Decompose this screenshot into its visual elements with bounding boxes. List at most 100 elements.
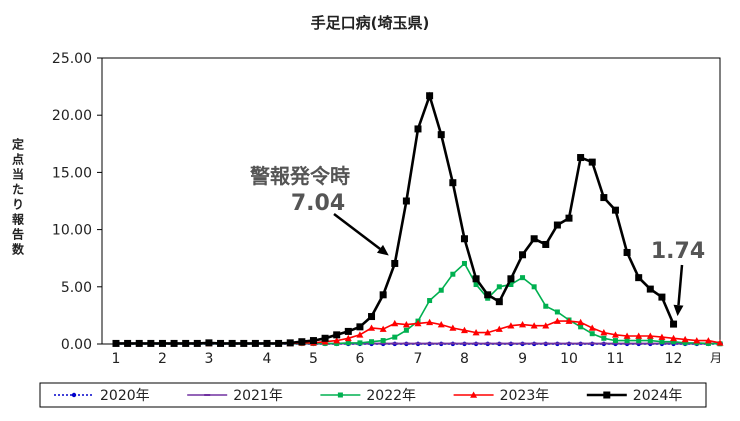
data-point xyxy=(392,342,398,344)
data-point xyxy=(554,342,560,344)
data-point xyxy=(532,284,537,289)
data-point xyxy=(322,335,329,342)
data-point xyxy=(461,342,467,344)
y-tick-label: 0.00 xyxy=(61,337,92,353)
data-point xyxy=(369,339,374,344)
data-point xyxy=(624,249,631,256)
data-point xyxy=(310,337,317,344)
y-tick-label: 25.00 xyxy=(52,51,92,67)
data-point xyxy=(531,235,538,242)
data-point xyxy=(438,131,445,138)
x-tick-label: 9 xyxy=(518,351,527,367)
data-point xyxy=(240,340,247,347)
data-point xyxy=(635,274,642,281)
data-point xyxy=(600,194,607,201)
x-tick-label: 5 xyxy=(309,351,318,367)
data-point xyxy=(520,275,525,280)
annotation-label: 警報発令時 xyxy=(250,164,350,188)
y-axis-label-char: 報 xyxy=(12,212,25,227)
data-point xyxy=(159,340,166,347)
x-axis-label: 月 xyxy=(710,351,722,365)
data-point xyxy=(531,342,537,344)
y-tick-label: 20.00 xyxy=(52,108,92,124)
annotation-value: 7.04 xyxy=(291,191,345,216)
data-point xyxy=(147,340,154,347)
y-tick-label: 10.00 xyxy=(52,223,92,239)
x-tick-label: 6 xyxy=(355,351,364,367)
data-point xyxy=(601,336,606,341)
data-point xyxy=(589,342,595,344)
data-point xyxy=(461,235,468,242)
y-axis-label-char: 数 xyxy=(12,242,25,257)
x-tick-label: 12 xyxy=(665,351,683,367)
data-point xyxy=(287,339,294,346)
data-point xyxy=(473,275,480,282)
data-point xyxy=(520,342,526,344)
data-point xyxy=(403,198,410,205)
data-point xyxy=(554,222,561,229)
plot-area xyxy=(102,58,720,344)
y-tick-label: 5.00 xyxy=(61,280,92,296)
data-point xyxy=(543,304,548,309)
data-point xyxy=(578,342,584,344)
data-point xyxy=(648,338,653,343)
data-point xyxy=(357,340,362,345)
data-point xyxy=(519,251,526,258)
data-point xyxy=(497,284,502,289)
data-point xyxy=(590,331,595,336)
data-point xyxy=(346,340,351,345)
data-point xyxy=(427,342,433,344)
data-point xyxy=(404,328,409,333)
data-point xyxy=(462,261,467,266)
data-point xyxy=(426,92,433,99)
data-point xyxy=(577,154,584,161)
data-point xyxy=(473,342,479,344)
data-point xyxy=(601,342,607,344)
data-point xyxy=(194,340,201,347)
data-point xyxy=(507,275,514,282)
x-tick-label: 11 xyxy=(607,351,625,367)
data-point xyxy=(415,125,422,132)
y-axis-label-char: 定 xyxy=(12,137,24,152)
legend-label: 2024年 xyxy=(633,388,683,404)
data-point xyxy=(124,340,131,347)
data-point xyxy=(659,339,664,344)
data-point xyxy=(391,260,398,267)
chart-title: 手足口病(埼玉県) xyxy=(311,14,430,32)
data-point xyxy=(636,338,641,343)
data-point xyxy=(392,335,397,340)
data-point xyxy=(113,340,120,347)
data-point xyxy=(380,291,387,298)
data-point xyxy=(612,207,619,214)
y-axis-label-char: 当 xyxy=(12,167,24,182)
data-point xyxy=(647,286,654,293)
data-point xyxy=(449,179,456,186)
legend-label: 2021年 xyxy=(233,388,283,404)
data-point xyxy=(368,313,375,320)
data-point xyxy=(496,342,502,344)
data-point xyxy=(333,331,340,338)
x-tick-label: 3 xyxy=(204,351,213,367)
data-point xyxy=(450,272,455,277)
x-tick-label: 8 xyxy=(460,351,469,367)
data-point xyxy=(427,298,432,303)
y-axis-label-char: り xyxy=(12,198,24,212)
data-point xyxy=(415,342,421,344)
data-point xyxy=(298,338,305,345)
data-point xyxy=(613,338,618,343)
data-point xyxy=(658,294,665,301)
data-point xyxy=(566,215,573,222)
x-tick-label: 10 xyxy=(560,351,578,367)
y-axis-label-char: た xyxy=(12,183,24,197)
data-point xyxy=(543,342,549,344)
data-point xyxy=(356,323,363,330)
data-point xyxy=(566,342,572,344)
data-point xyxy=(603,392,610,399)
data-point xyxy=(252,340,259,347)
data-point xyxy=(484,291,491,298)
y-axis-label-char: 告 xyxy=(12,227,24,242)
data-point xyxy=(496,298,503,305)
